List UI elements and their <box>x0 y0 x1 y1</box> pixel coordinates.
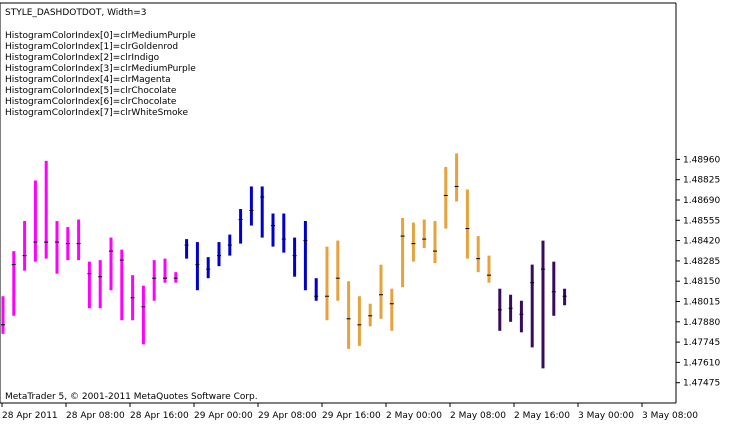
time-tick-label: 3 May 00:00 <box>578 411 634 421</box>
bars-layer <box>1 153 567 369</box>
color-index-line-3: HistogramColorIndex[3]=clrMediumPurple <box>5 64 196 74</box>
price-tick-label: 1.48690 <box>683 196 720 206</box>
time-axis-ticks: 28 Apr 2011 28 Apr 08:00 28 Apr 16:00 29 Ap… <box>1 403 698 421</box>
time-tick-label: 29 Apr 00:00 <box>194 411 253 421</box>
color-index-line-6: HistogramColorIndex[6]=clrChocolate <box>5 97 177 107</box>
price-tick-label: 1.48285 <box>683 257 720 267</box>
price-tick-label: 1.47475 <box>683 379 720 389</box>
price-tick-label: 1.48150 <box>683 277 720 287</box>
color-index-line-2: HistogramColorIndex[2]=clrIndigo <box>5 53 160 63</box>
price-tick-label: 1.47610 <box>683 358 720 368</box>
time-tick-label: 28 Apr 16:00 <box>130 411 189 421</box>
price-tick-label: 1.48015 <box>683 297 720 307</box>
time-tick-label: 28 Apr 2011 <box>2 411 58 421</box>
color-index-line-1: HistogramColorIndex[1]=clrGoldenrod <box>5 42 178 52</box>
time-tick-label: 29 Apr 08:00 <box>258 411 317 421</box>
price-tick-label: 1.48420 <box>683 237 720 247</box>
price-tick-label: 1.47745 <box>683 338 720 348</box>
price-axis-ticks: 1.48960 1.48825 1.48690 1.48555 1.48420 1.482… <box>676 155 720 389</box>
color-index-legend: HistogramColorIndex[0]=clrMediumPurple H… <box>5 31 196 118</box>
chart-title: STYLE_DASHDOTDOT, Width=3 <box>5 8 146 18</box>
time-tick-label: 3 May 08:00 <box>642 411 698 421</box>
price-tick-label: 1.47880 <box>683 318 720 328</box>
color-index-line-5: HistogramColorIndex[5]=clrChocolate <box>5 86 177 96</box>
time-tick-label: 29 Apr 16:00 <box>322 411 381 421</box>
time-tick-label: 2 May 08:00 <box>450 411 506 421</box>
time-tick-label: 2 May 16:00 <box>514 411 570 421</box>
color-index-line-0: HistogramColorIndex[0]=clrMediumPurple <box>5 31 196 41</box>
price-tick-label: 1.48555 <box>683 216 720 226</box>
axes-layer <box>0 2 677 404</box>
copyright-text: MetaTrader 5, © 2001-2011 MetaQuotes Sof… <box>5 392 258 402</box>
time-tick-label: 28 Apr 08:00 <box>66 411 125 421</box>
color-index-line-4: HistogramColorIndex[4]=clrMagenta <box>5 75 171 85</box>
price-tick-label: 1.48825 <box>683 176 720 186</box>
color-index-line-7: HistogramColorIndex[7]=clrWhiteSmoke <box>5 108 188 118</box>
price-tick-label: 1.48960 <box>683 155 720 165</box>
time-tick-label: 2 May 00:00 <box>386 411 442 421</box>
